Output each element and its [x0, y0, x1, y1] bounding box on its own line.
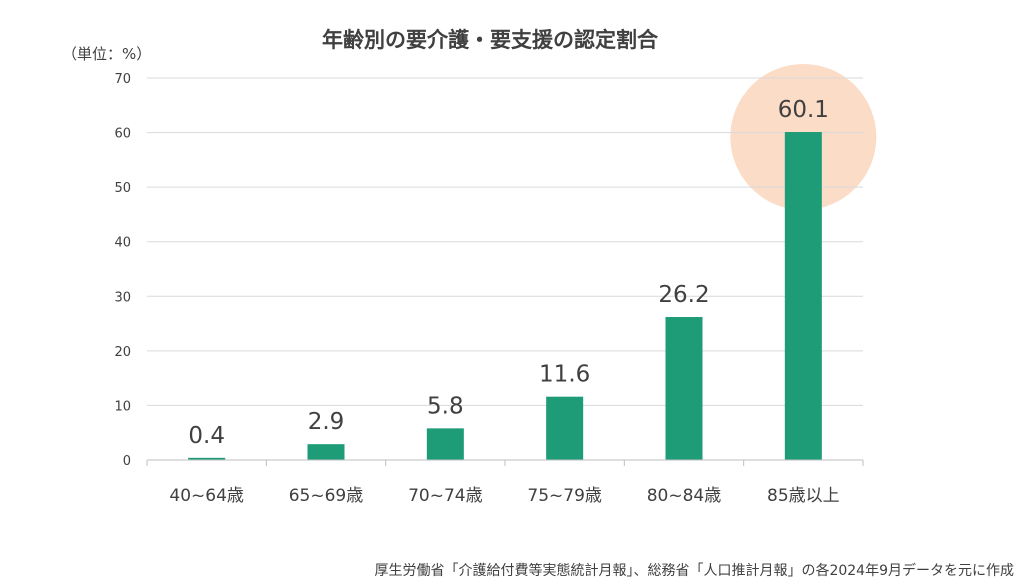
chart-title: 年齢別の要介護・要支援の認定割合 — [322, 28, 659, 52]
data-label: 0.4 — [188, 423, 225, 449]
bar — [665, 317, 703, 460]
y-tick-label: 30 — [114, 290, 131, 305]
y-tick-label: 0 — [123, 454, 131, 469]
bars — [188, 132, 822, 461]
data-label: 60.1 — [778, 97, 829, 123]
unit-label: （単位：%） — [62, 45, 151, 63]
y-tick-label: 50 — [114, 181, 131, 196]
data-label: 5.8 — [427, 393, 464, 419]
data-labels: 0.4 2.9 5.8 11.6 26.2 60.1 — [188, 97, 829, 449]
bar — [546, 396, 584, 460]
data-label: 11.6 — [539, 362, 590, 388]
y-tick-label: 10 — [114, 399, 131, 414]
x-axis-ticks: 40~64歳 65~69歳 70~74歳 75~79歳 80~84歳 85歳以上 — [169, 486, 839, 506]
data-label: 26.2 — [658, 282, 709, 308]
gridlines — [147, 77, 863, 406]
y-tick-label: 60 — [114, 127, 131, 142]
y-axis-ticks: 0 10 20 30 40 50 60 70 — [114, 72, 131, 469]
bar — [784, 132, 822, 461]
x-tick-label: 85歳以上 — [767, 486, 840, 506]
x-tick-label: 40~64歳 — [169, 486, 244, 506]
x-axis — [146, 459, 864, 466]
bar — [307, 444, 345, 460]
y-tick-label: 70 — [114, 72, 131, 87]
bar — [426, 428, 464, 460]
x-tick-label: 80~84歳 — [647, 486, 722, 506]
x-tick-label: 65~69歳 — [289, 486, 364, 506]
y-tick-label: 40 — [114, 236, 131, 251]
y-tick-label: 20 — [114, 345, 131, 360]
source-note: 厚生労働省「介護給付費等実態統計月報」、総務省「人口推計月報」の各2024年9月… — [374, 562, 1014, 579]
x-tick-label: 75~79歳 — [527, 486, 602, 506]
data-label: 2.9 — [308, 409, 345, 435]
bar — [188, 457, 226, 460]
x-tick-label: 70~74歳 — [408, 486, 483, 506]
